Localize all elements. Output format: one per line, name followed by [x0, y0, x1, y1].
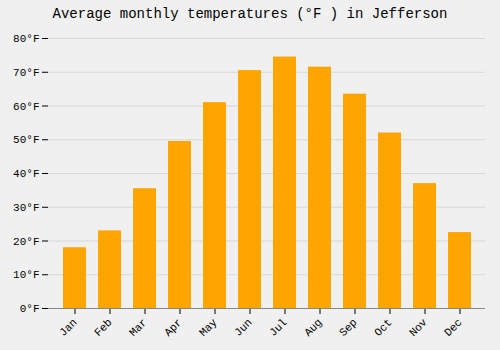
svg-text:40°F: 40°F [13, 168, 39, 180]
svg-text:Nov: Nov [407, 316, 430, 339]
svg-text:Jun: Jun [232, 316, 254, 338]
svg-text:Oct: Oct [372, 316, 394, 338]
svg-text:Jul: Jul [267, 316, 289, 338]
svg-text:60°F: 60°F [13, 101, 39, 113]
svg-text:10°F: 10°F [13, 269, 39, 281]
svg-text:50°F: 50°F [13, 134, 39, 146]
svg-text:May: May [197, 316, 220, 339]
svg-text:Aug: Aug [302, 316, 324, 338]
svg-text:70°F: 70°F [13, 67, 39, 79]
svg-text:Sep: Sep [337, 316, 359, 338]
svg-text:0°F: 0°F [20, 303, 40, 315]
svg-text:Dec: Dec [442, 316, 464, 338]
svg-text:20°F: 20°F [13, 236, 39, 248]
svg-text:80°F: 80°F [13, 33, 39, 45]
html-text:Average monthly temperatures (: Average monthly temperatures (°F ) in Je… [52, 6, 448, 22]
svg-text:Feb: Feb [92, 316, 114, 338]
svg-text:Mar: Mar [127, 316, 149, 338]
svg-text:30°F: 30°F [13, 202, 39, 214]
svg-text:Jan: Jan [57, 316, 79, 338]
svg-text:Apr: Apr [162, 316, 184, 338]
